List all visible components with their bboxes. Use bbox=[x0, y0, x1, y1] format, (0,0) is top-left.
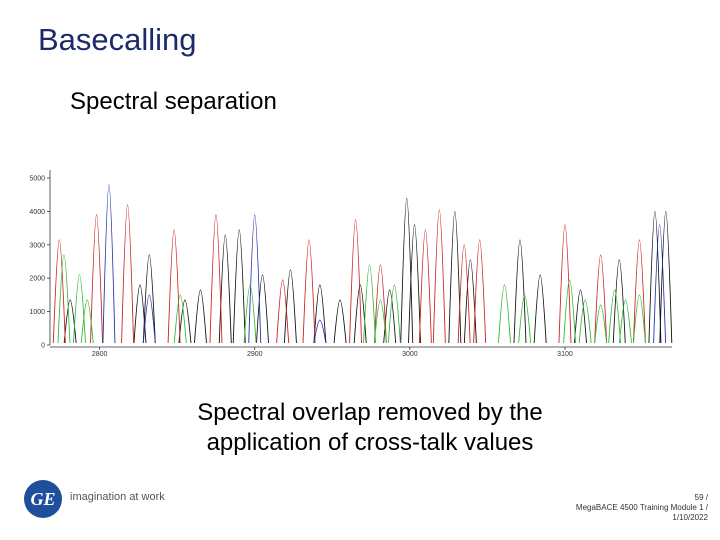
peak bbox=[173, 294, 187, 344]
bullet: Spectral separation bbox=[70, 88, 277, 115]
slide-title: Basecalling bbox=[38, 22, 197, 57]
peak bbox=[533, 274, 547, 344]
peak bbox=[248, 214, 262, 344]
peak bbox=[400, 197, 414, 344]
peak bbox=[383, 289, 397, 344]
peak bbox=[632, 294, 646, 344]
peak bbox=[513, 239, 527, 344]
peak bbox=[578, 299, 592, 344]
peak bbox=[73, 274, 86, 344]
peak bbox=[408, 224, 421, 344]
peak bbox=[283, 269, 297, 344]
peak bbox=[313, 319, 327, 344]
y-tick-label: 3000 bbox=[29, 242, 45, 249]
y-tick-label: 5000 bbox=[29, 176, 45, 183]
peak bbox=[373, 264, 387, 344]
peak bbox=[473, 239, 487, 344]
peak bbox=[659, 210, 673, 344]
peak bbox=[313, 284, 327, 344]
y-tick-label: 4000 bbox=[29, 209, 45, 216]
peak bbox=[448, 210, 462, 344]
caption-line: application of cross-talk values bbox=[206, 429, 534, 456]
footer-line: 59 / bbox=[694, 493, 708, 502]
peak bbox=[243, 284, 257, 344]
peak bbox=[498, 284, 511, 344]
y-tick-label: 2000 bbox=[29, 276, 45, 283]
x-tick-label: 2800 bbox=[92, 351, 108, 358]
caption: Spectral overlap removed by the applicat… bbox=[140, 398, 600, 458]
x-tick-label: 2900 bbox=[247, 351, 263, 358]
footer: 59 / MegaBACE 4500 Training Module 1 / 1… bbox=[576, 493, 708, 523]
peak bbox=[90, 214, 103, 344]
footer-line: MegaBACE 4500 Training Module 1 / bbox=[575, 503, 708, 512]
peak bbox=[387, 284, 401, 344]
peak bbox=[142, 294, 156, 344]
peak bbox=[353, 284, 367, 344]
peak bbox=[276, 279, 290, 344]
peak bbox=[102, 184, 116, 344]
peak bbox=[619, 299, 632, 344]
peak bbox=[612, 259, 626, 344]
peak bbox=[256, 274, 269, 344]
x-tick-label: 3000 bbox=[402, 351, 418, 358]
peak bbox=[349, 219, 363, 344]
peak bbox=[563, 279, 577, 344]
peak bbox=[518, 294, 532, 344]
peak bbox=[142, 254, 156, 344]
peak bbox=[432, 209, 446, 344]
peak bbox=[178, 299, 192, 344]
peak bbox=[52, 239, 66, 344]
peak bbox=[463, 259, 477, 344]
logo-tagline: imagination at work bbox=[70, 491, 165, 503]
peak bbox=[363, 264, 376, 344]
peak bbox=[457, 244, 471, 344]
peak bbox=[608, 289, 622, 344]
y-tick-label: 0 bbox=[41, 343, 45, 350]
y-tick-label: 1000 bbox=[29, 309, 45, 316]
peak bbox=[63, 299, 77, 344]
peak bbox=[80, 299, 94, 344]
peak bbox=[632, 239, 646, 344]
peak bbox=[653, 224, 667, 344]
peak bbox=[418, 229, 432, 344]
peak bbox=[218, 234, 232, 344]
peak bbox=[594, 304, 608, 344]
footer-line: 1/10/2022 bbox=[672, 513, 708, 522]
logo-mark: GE bbox=[24, 480, 62, 518]
caption-line: Spectral overlap removed by the bbox=[197, 399, 543, 426]
peak bbox=[333, 299, 347, 344]
peak bbox=[232, 229, 246, 344]
peak bbox=[648, 210, 662, 344]
peak bbox=[594, 254, 608, 344]
peak bbox=[194, 289, 207, 344]
peak bbox=[133, 284, 147, 344]
x-tick-label: 3100 bbox=[557, 351, 573, 358]
peak bbox=[302, 239, 316, 344]
peak bbox=[373, 299, 387, 344]
peak bbox=[574, 289, 587, 344]
peak bbox=[209, 214, 223, 344]
peak bbox=[57, 254, 71, 344]
peak bbox=[121, 204, 135, 344]
peak bbox=[167, 229, 181, 344]
